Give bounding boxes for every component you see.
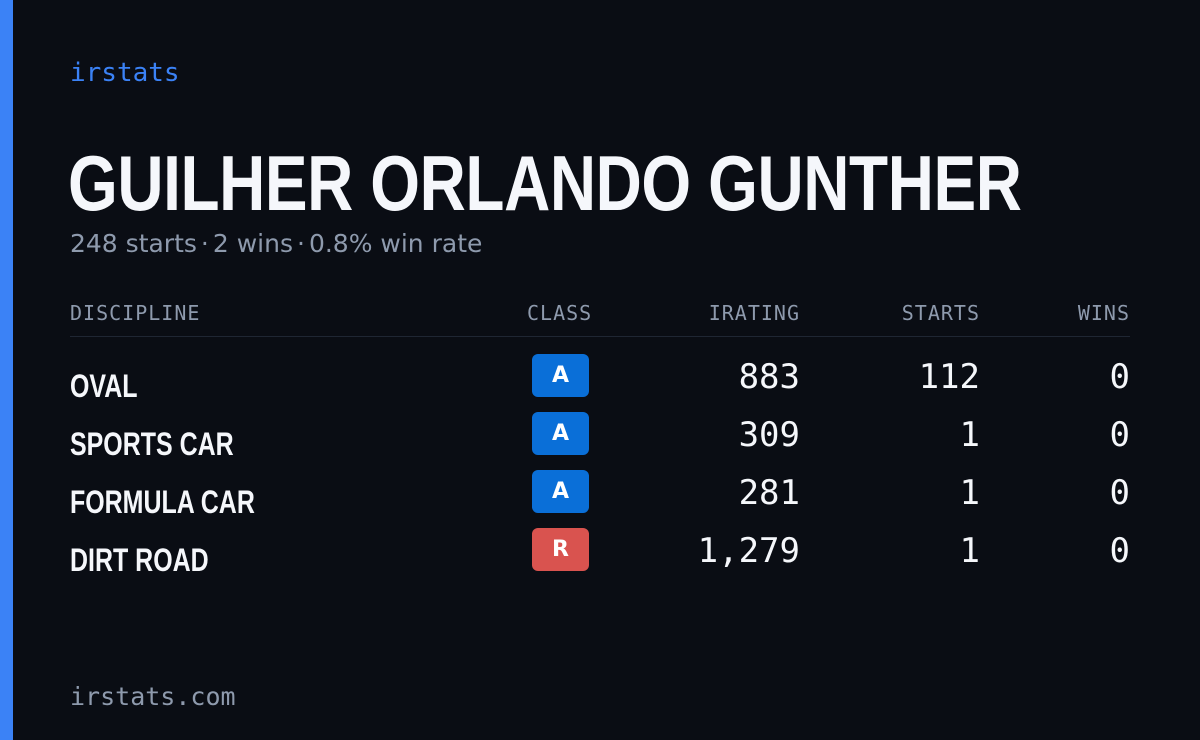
wins-value: 0 [1109,357,1130,397]
table-row: OVAL A 883 112 0 [0,354,1200,412]
table-row: SPORTS CAR A 309 1 0 [0,412,1200,470]
irating-value: 281 [738,473,800,513]
header-discipline: DISCIPLINE [70,301,201,325]
summary-win-rate: 0.8% win rate [308,229,483,258]
driver-summary: 248 starts · 2 wins · 0.8% win rate [70,228,482,260]
driver-name: GUILHER ORLANDO GUNTHER [68,139,1022,227]
irating-value: 1,279 [697,531,800,571]
starts-value: 112 [918,357,980,397]
header-divider [70,336,1130,337]
brand-logo: irstats [70,58,180,88]
wins-value: 0 [1109,531,1130,571]
discipline-name: SPORTS CAR [70,426,234,462]
table-row: FORMULA CAR A 281 1 0 [0,470,1200,528]
class-badge: R [532,528,589,571]
accent-bar [0,0,13,740]
summary-wins: 2 wins [212,229,293,258]
class-badge: A [532,470,589,513]
class-badge: A [532,354,589,397]
summary-separator: · [297,229,305,258]
starts-value: 1 [959,473,980,513]
table-row: DIRT ROAD R 1,279 1 0 [0,528,1200,586]
summary-separator: · [200,229,209,258]
wins-value: 0 [1109,473,1130,513]
irating-value: 309 [738,415,800,455]
footer-url: irstats.com [70,682,236,711]
starts-value: 1 [959,531,980,571]
irating-value: 883 [738,357,800,397]
header-irating: IRATING [708,301,800,325]
wins-value: 0 [1109,415,1130,455]
header-class: CLASS [527,301,593,325]
discipline-name: DIRT ROAD [70,542,209,578]
summary-starts: 248 starts [70,229,197,258]
class-badge: A [532,412,589,455]
starts-value: 1 [959,415,980,455]
discipline-name: FORMULA CAR [70,484,255,520]
discipline-name: OVAL [70,368,138,404]
header-starts: STARTS [901,301,980,325]
header-wins: WINS [1077,301,1130,325]
